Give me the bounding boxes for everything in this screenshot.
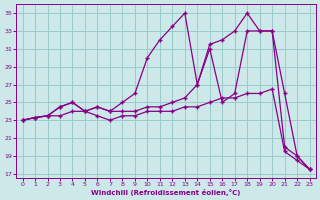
X-axis label: Windchill (Refroidissement éolien,°C): Windchill (Refroidissement éolien,°C) xyxy=(92,189,241,196)
